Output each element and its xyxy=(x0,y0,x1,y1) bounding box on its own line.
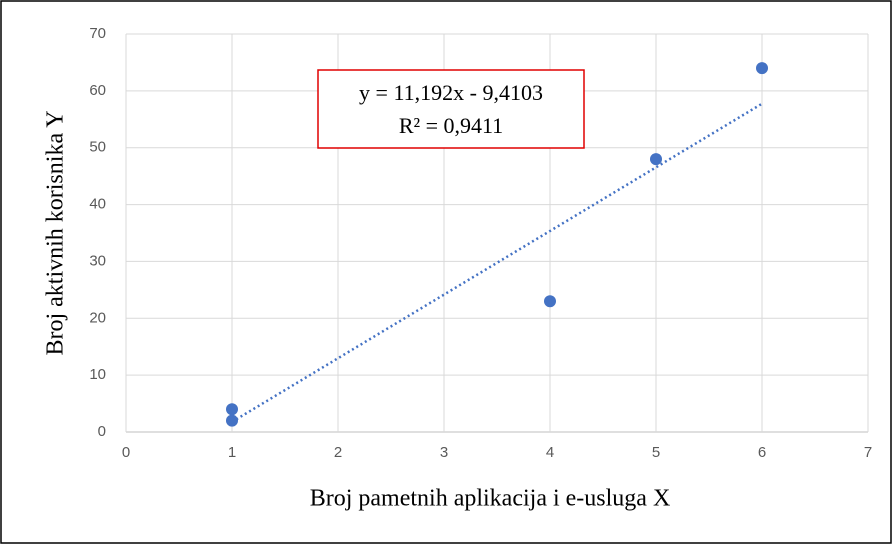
point xyxy=(650,153,662,166)
x-tick-label: 6 xyxy=(758,444,766,461)
annotation-box xyxy=(317,69,585,149)
y-tick-label: 50 xyxy=(89,139,106,156)
y-tick-label: 60 xyxy=(89,82,106,99)
x-axis-label: Broj pametnih aplikacija i e-usluga X xyxy=(310,486,671,512)
y-tick-label: 30 xyxy=(89,252,106,269)
point xyxy=(756,62,768,75)
y-axis-label: Broj aktivnih korisnika Y xyxy=(43,110,69,355)
x-tick-label: 1 xyxy=(228,444,236,461)
point xyxy=(226,414,238,427)
y-tick-label: 40 xyxy=(89,196,106,213)
x-tick-label: 3 xyxy=(440,444,448,461)
x-tick-label: 4 xyxy=(546,444,554,461)
y-tick-label: 70 xyxy=(89,25,106,42)
point xyxy=(226,403,238,416)
annotation-text: R² = 0,9411 xyxy=(399,113,503,138)
point xyxy=(544,295,556,308)
x-tick-label: 2 xyxy=(334,444,342,461)
trendline xyxy=(231,102,763,423)
annotation-text: y = 11,192x - 9,4103 xyxy=(359,80,543,105)
x-tick-label: 5 xyxy=(652,444,660,461)
y-tick-label: 0 xyxy=(98,423,106,440)
x-tick-label: 0 xyxy=(122,444,130,461)
y-tick-label: 20 xyxy=(89,309,106,326)
y-tick-label: 10 xyxy=(89,366,106,383)
x-tick-label: 7 xyxy=(864,444,872,461)
